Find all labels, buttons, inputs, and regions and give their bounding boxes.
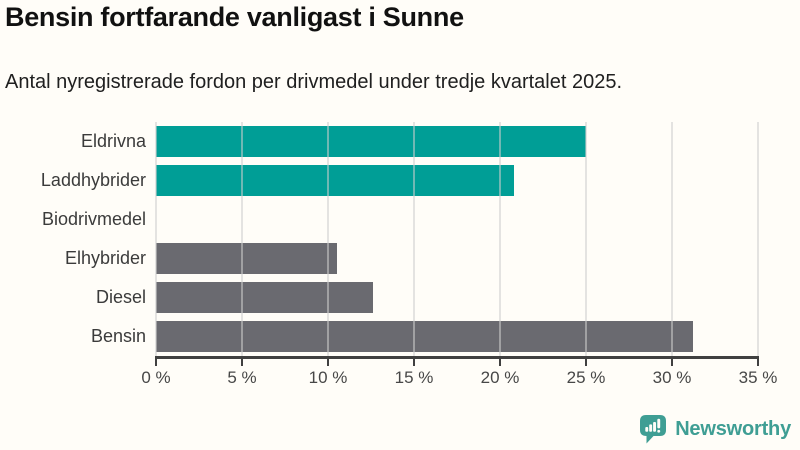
x-tick	[413, 359, 415, 366]
bar-bensin	[156, 321, 693, 352]
bar-elhybrider	[156, 243, 337, 274]
bar-laddhybrider	[156, 165, 514, 196]
x-tick	[155, 359, 157, 366]
category-label-biodrivmedel: Biodrivmedel	[41, 209, 146, 229]
chart-title: Bensin fortfarande vanligast i Sunne	[5, 2, 464, 32]
newsworthy-logo: Newsworthy	[639, 414, 791, 445]
x-tick-label: 0 %	[141, 368, 171, 387]
bar-diesel	[156, 282, 373, 313]
x-tick	[585, 359, 587, 366]
x-tick-label: 15 %	[394, 368, 434, 387]
newsworthy-logo-text: Newsworthy	[675, 418, 791, 440]
bar-eldrivna	[156, 126, 586, 157]
x-tick-label: 30 %	[652, 368, 692, 387]
x-tick-label: 10 %	[308, 368, 348, 387]
gridline	[757, 122, 759, 356]
x-tick	[499, 359, 501, 366]
category-label-diesel: Diesel	[95, 287, 146, 307]
category-label-eldrivna: Eldrivna	[80, 131, 146, 151]
x-tick-label: 25 %	[566, 368, 606, 387]
x-tick	[241, 359, 243, 366]
x-tick	[671, 359, 673, 366]
category-label-laddhybrider: Laddhybrider	[40, 170, 146, 190]
x-tick-label: 5 %	[227, 368, 257, 387]
x-axis-line	[155, 356, 759, 359]
chart-subtitle: Antal nyregistrerade fordon per drivmede…	[5, 71, 623, 93]
x-tick-label: 20 %	[480, 368, 520, 387]
category-label-bensin: Bensin	[90, 326, 146, 346]
newsworthy-speech-bubble-chart-icon	[640, 415, 667, 444]
category-label-elhybrider: Elhybrider	[64, 248, 146, 268]
x-tick	[757, 359, 759, 366]
x-tick	[327, 359, 329, 366]
x-tick-label: 35 %	[738, 368, 778, 387]
